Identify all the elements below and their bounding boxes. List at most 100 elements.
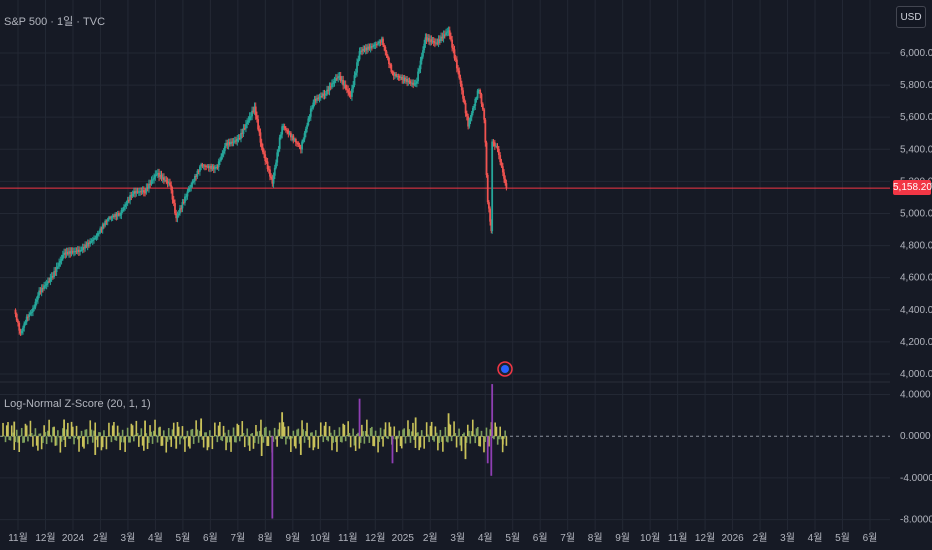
price-tick-label: 5,000.0000	[900, 208, 932, 219]
candle-body	[343, 84, 346, 86]
candle-body	[505, 183, 508, 189]
histogram-bar	[38, 433, 40, 437]
histogram-bar	[435, 432, 438, 437]
earnings-marker[interactable]	[497, 361, 513, 377]
candle-body	[134, 191, 137, 194]
candle-body	[41, 287, 44, 289]
time-axis[interactable]: 11월 12월 2024 2월 3월 4월 5월 6월 7월 8월 9월 10월 11월 12월 2025 2…	[8, 532, 877, 544]
histogram-bar	[490, 436, 493, 476]
candle-body	[265, 161, 268, 163]
candle-body	[79, 250, 81, 252]
histogram-bar	[271, 436, 274, 519]
candle-body	[161, 177, 164, 179]
candle-body	[408, 80, 411, 83]
candle-body	[492, 141, 495, 143]
candle-body	[420, 56, 423, 61]
candle-body	[146, 187, 149, 189]
candle-body	[331, 83, 333, 88]
time-tick-label: 10월	[640, 532, 660, 544]
grid-lines	[0, 0, 890, 530]
histogram-bar	[118, 432, 120, 437]
histogram-bar	[240, 434, 242, 437]
candle-body	[184, 196, 186, 203]
candlestick-series[interactable]	[14, 26, 508, 336]
time-tick-label: 2월	[753, 532, 768, 544]
histogram-bar	[221, 436, 224, 442]
candle-body	[37, 295, 39, 300]
candle-body	[166, 181, 169, 184]
candle-body	[86, 242, 89, 247]
histogram-bar	[443, 435, 445, 437]
candle-body	[192, 180, 195, 182]
histogram-bar	[166, 436, 169, 442]
histogram-bar	[429, 425, 432, 437]
histogram-bar	[93, 430, 95, 437]
histogram-bar	[165, 436, 168, 453]
histogram-bar	[85, 429, 88, 437]
histogram-bar	[126, 427, 129, 437]
histogram-bar	[505, 436, 508, 446]
histogram-bar	[148, 436, 150, 443]
histogram-bar	[358, 436, 361, 449]
zscore-histogram[interactable]	[0, 384, 890, 519]
histogram-bar	[480, 430, 483, 437]
candle-body	[125, 203, 128, 205]
last-price-label: 5,158.2000	[893, 180, 932, 195]
candle-body	[432, 41, 435, 43]
histogram-bar	[309, 432, 312, 437]
candle-body	[288, 132, 291, 134]
histogram-bar	[385, 436, 388, 439]
candle-body	[412, 82, 415, 85]
histogram-bar	[130, 423, 133, 437]
time-tick-label: 2024	[62, 533, 85, 544]
candle-body	[220, 156, 223, 161]
candle-body	[304, 128, 307, 134]
histogram-bar	[404, 436, 407, 444]
time-tick-label: 12월	[695, 532, 715, 544]
candle-body	[61, 254, 64, 259]
time-tick-label: 9월	[615, 532, 630, 544]
candle-body	[342, 80, 345, 86]
candle-body	[32, 308, 34, 312]
candle-body	[175, 213, 178, 219]
candle-body	[280, 134, 282, 138]
histogram-bar	[491, 436, 494, 439]
price-tick-label: 4,600.0000	[900, 273, 932, 284]
histogram-bar	[70, 421, 73, 437]
candle-body	[118, 213, 120, 216]
candle-body	[307, 118, 310, 126]
histogram-bar	[334, 436, 337, 443]
candle-body	[82, 247, 85, 249]
histogram-bar	[488, 436, 490, 447]
candle-body	[232, 141, 235, 143]
histogram-bar	[139, 435, 141, 437]
candle-body	[383, 45, 386, 47]
histogram-bar	[395, 436, 398, 453]
candle-body	[68, 251, 70, 255]
candle-body	[70, 251, 73, 254]
candle-body	[210, 165, 213, 169]
candle-body	[46, 281, 49, 284]
candle-body	[495, 145, 498, 147]
candle-body	[104, 220, 107, 226]
histogram-bar	[172, 422, 175, 437]
candle-body	[385, 51, 388, 56]
histogram-bar	[471, 419, 474, 437]
candle-body	[284, 128, 287, 130]
time-tick-label: 8월	[588, 532, 603, 544]
currency-button[interactable]: USD	[896, 6, 926, 28]
symbol-title: S&P 500 · 1일 · TVC	[4, 14, 105, 28]
histogram-bar	[384, 422, 387, 437]
candle-body	[346, 88, 348, 90]
histogram-bar	[338, 427, 341, 437]
candle-body	[139, 191, 141, 193]
histogram-bar	[49, 434, 52, 437]
candle-body	[18, 322, 21, 331]
histogram-bar	[114, 436, 116, 441]
histogram-bar	[195, 420, 197, 437]
candle-body	[71, 251, 74, 253]
histogram-bar	[347, 421, 349, 437]
indicator-axis[interactable]: 4.0000 0.0000 -4.0000 -8.0000	[900, 390, 932, 526]
histogram-bar	[74, 436, 77, 438]
